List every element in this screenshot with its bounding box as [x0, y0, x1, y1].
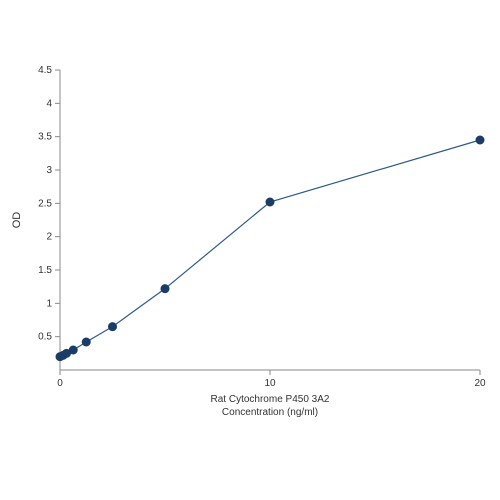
data-point	[161, 284, 170, 293]
x-axis-label-line1: Rat Cytochrome P450 3A2	[211, 394, 330, 405]
data-point	[476, 136, 485, 145]
y-tick-label: 0.5	[38, 332, 52, 343]
x-tick-label: 0	[57, 378, 63, 389]
chart-background	[0, 0, 500, 500]
x-axis-label-line2: Concentration (ng/ml)	[222, 407, 318, 418]
standard-curve-chart: 0.5 1 1.5 2 2.5 3 3.5 4 4.5 0 10 20 OD Rat Cytochrome…	[0, 0, 500, 500]
y-axis-label: OD	[11, 212, 23, 229]
y-tick-label: 4.5	[38, 65, 52, 76]
y-tick-label: 2	[46, 232, 52, 243]
data-point	[108, 322, 117, 331]
data-point	[266, 198, 275, 207]
y-tick-label: 4	[46, 98, 52, 109]
y-tick-label: 3	[46, 165, 52, 176]
x-tick-label: 20	[474, 378, 486, 389]
x-tick-label: 10	[264, 378, 276, 389]
y-tick-label: 1.5	[38, 265, 52, 276]
chart-container: 0.5 1 1.5 2 2.5 3 3.5 4 4.5 0 10 20 OD Rat Cytochrome…	[0, 0, 500, 500]
data-point	[69, 346, 78, 355]
y-tick-label: 2.5	[38, 198, 52, 209]
y-tick-label: 1	[46, 298, 52, 309]
data-point	[82, 338, 91, 347]
y-tick-label: 3.5	[38, 132, 52, 143]
